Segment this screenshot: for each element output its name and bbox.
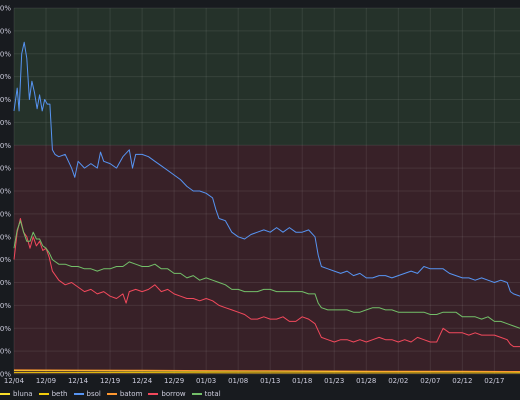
y-tick-label: 0% (0, 371, 11, 379)
x-tick-label: 02/17 (484, 377, 504, 385)
legend-item-bluna[interactable]: bluna (0, 390, 33, 398)
threshold-bands (14, 8, 520, 374)
legend-swatch (148, 393, 159, 395)
legend-item-borrow[interactable]: borrow (148, 390, 186, 398)
series-line-batom (13, 369, 520, 372)
legend-item-total[interactable]: total (191, 390, 221, 398)
x-tick-label: 02/02 (388, 377, 408, 385)
legend-label: batom (119, 390, 143, 398)
y-tick-label: 70% (0, 210, 11, 218)
x-tick-label: 12/14 (68, 377, 89, 385)
y-tick-label: 60% (0, 233, 11, 241)
grid-lines (13, 7, 520, 375)
y-tick-label: 120% (0, 96, 11, 104)
legend-label: total (204, 390, 221, 398)
legend-swatch (106, 393, 117, 395)
threshold-band-0 (14, 8, 520, 146)
legend-item-batom[interactable]: batom (106, 390, 143, 398)
series-line-bsol (13, 41, 520, 297)
legend-item-beth[interactable]: beth (38, 390, 68, 398)
y-tick-label: 140% (0, 50, 11, 58)
series-line-borrow (13, 218, 520, 348)
y-tick-label: 40% (0, 279, 11, 287)
x-tick-label: 01/08 (228, 377, 248, 385)
legend-swatch (38, 393, 49, 395)
legend-item-bsol[interactable]: bsol (73, 390, 101, 398)
y-axis-tick-labels: 0% 10% 20% 30% 40% 50% 60% 70% 80% 90% 100% 110% 120… (0, 5, 11, 379)
legend-swatch (191, 393, 202, 395)
x-tick-label: 12/09 (36, 377, 56, 385)
x-tick-label: 12/19 (100, 377, 120, 385)
legend-label: borrow (161, 390, 186, 398)
x-tick-label: 01/23 (324, 377, 344, 385)
y-tick-label: 150% (0, 27, 11, 35)
legend-label: bluna (13, 390, 33, 398)
x-tick-label: 01/03 (196, 377, 216, 385)
y-tick-label: 160% (0, 5, 11, 13)
threshold-band-1 (14, 145, 520, 374)
x-tick-label: 02/07 (420, 377, 440, 385)
x-tick-label: 12/04 (4, 377, 25, 385)
x-axis-tick-labels: 12/04 12/09 12/14 12/19 12/24 12/29 01/03 01/08… (4, 377, 505, 385)
y-tick-label: 80% (0, 188, 11, 196)
x-tick-label: 12/29 (164, 377, 184, 385)
legend-label: beth (51, 390, 68, 398)
x-tick-label: 01/13 (260, 377, 280, 385)
series-line-total (13, 220, 520, 329)
x-tick-label: 02/12 (452, 377, 472, 385)
x-tick-label: 01/18 (292, 377, 312, 385)
legend-swatch (73, 393, 84, 395)
y-tick-label: 130% (0, 73, 11, 81)
series-lines (13, 41, 520, 374)
y-tick-label: 20% (0, 325, 11, 333)
y-tick-label: 90% (0, 165, 11, 173)
y-tick-label: 30% (0, 302, 11, 310)
y-tick-label: 10% (0, 348, 11, 356)
x-tick-label: 01/28 (356, 377, 376, 385)
y-tick-label: 110% (0, 119, 11, 127)
legend-swatch (0, 393, 10, 395)
x-tick-label: 12/24 (132, 377, 153, 385)
y-tick-label: 100% (0, 142, 11, 150)
y-tick-label: 50% (0, 256, 11, 264)
legend: bluna beth bsol batom borrow total (0, 388, 221, 400)
legend-label: bsol (86, 390, 101, 398)
